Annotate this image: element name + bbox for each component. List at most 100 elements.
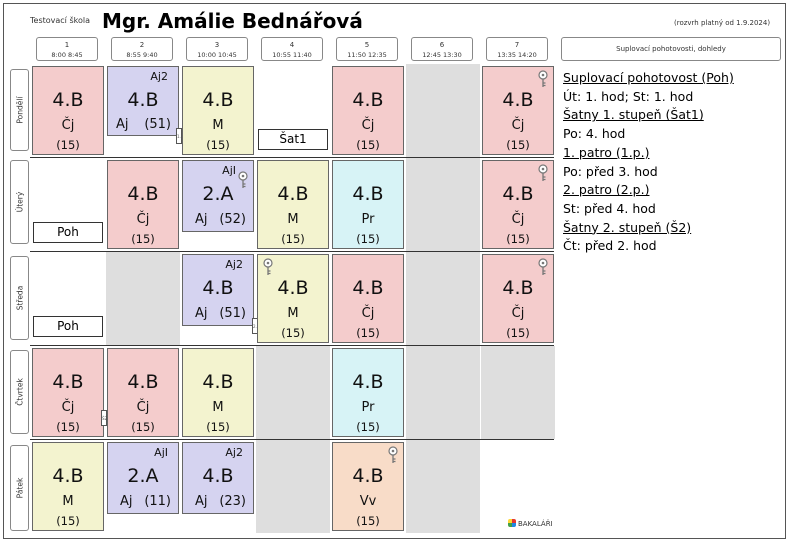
lesson-cell[interactable]: AjI 2.A Aj (52) — [182, 160, 254, 232]
room: (15) — [356, 514, 380, 528]
day-label-friday: Pátek — [10, 445, 29, 531]
subject: Pr — [361, 400, 375, 415]
room: (52) — [219, 212, 246, 227]
lesson-cell[interactable]: 4.B Čj (15) — [32, 348, 104, 437]
subject: Čj — [61, 118, 75, 133]
lesson-cell[interactable]: 4.B M (15) — [182, 348, 254, 437]
period-header-7: 7 13:35 14:20 — [486, 37, 548, 61]
lesson-cell[interactable]: 4.B Vv (15) — [332, 442, 404, 531]
class-name: 4.B — [352, 183, 384, 205]
free-slot — [406, 64, 480, 157]
subject: Aj — [116, 117, 129, 132]
duty-box[interactable]: Poh — [33, 222, 103, 243]
lesson-cell[interactable]: 4.B Čj (15) — [332, 254, 404, 343]
free-slot — [406, 440, 480, 533]
subject: M — [212, 400, 224, 415]
period-header-1: 1 8:00 8:45 — [36, 37, 98, 61]
lesson-cell[interactable]: 4.B Čj (15) — [332, 66, 404, 155]
subject: M — [62, 494, 74, 509]
free-slot — [106, 252, 180, 345]
room: (15) — [356, 420, 380, 434]
lesson-cell[interactable]: 4.B Čj (15) — [482, 66, 554, 155]
lesson-cell[interactable]: 4.B Pr (15) — [332, 348, 404, 437]
room: (23) — [219, 494, 246, 509]
duty-detail: Út: 1. hod; St: 1. hod — [563, 88, 694, 104]
subject: M — [212, 118, 224, 133]
day-label-thursday: Čtvrtek — [10, 350, 29, 434]
subject: M — [287, 306, 299, 321]
room: (15) — [206, 138, 230, 152]
teacher-name: Mgr. Amálie Bednářová — [102, 9, 363, 33]
period-header-3: 3 10:00 10:45 — [186, 37, 248, 61]
room: (15) — [281, 232, 305, 246]
row-divider — [30, 157, 554, 158]
key-icon — [538, 70, 548, 87]
day-label-monday: Pondělí — [10, 69, 29, 151]
lesson-cell[interactable]: 4.B M (15) — [257, 160, 329, 249]
lesson-cell[interactable]: 4.B Čj (15) — [107, 160, 179, 249]
class-name: 4.B — [277, 277, 309, 299]
lesson-cell[interactable]: Aj2 4.B Aj (51) — [107, 66, 179, 136]
lesson-cell[interactable]: 4.B M (15) — [182, 66, 254, 155]
subject: Čj — [511, 118, 525, 133]
period-number: 7 — [514, 41, 520, 49]
period-header-5: 5 11:50 12:35 — [336, 37, 398, 61]
duty-box[interactable]: Šat1 — [258, 129, 328, 150]
logo-text: BAKALÁŘI — [518, 520, 553, 528]
lesson-cell[interactable]: 4.B Čj (15) — [482, 254, 554, 343]
row-divider — [30, 345, 554, 346]
room: (15) — [506, 138, 530, 152]
duty-detail: Čt: před 2. hod — [563, 238, 657, 254]
room: (15) — [56, 138, 80, 152]
class-name: 4.B — [127, 183, 159, 205]
lesson-cell[interactable]: AjI 2.A Aj (11) — [107, 442, 179, 514]
duties-panel-header: Suplovací pohotovosti, dohledy — [561, 37, 781, 61]
room: (11) — [144, 494, 171, 509]
subject: Aj — [195, 494, 208, 509]
subject: Čj — [61, 400, 75, 415]
class-name: 2.A — [127, 465, 159, 487]
class-name: 4.B — [502, 277, 534, 299]
day-text: Čtvrtek — [15, 378, 24, 406]
lesson-cell[interactable]: Aj2 4.B Aj (23) — [182, 442, 254, 514]
duty-box[interactable]: Poh — [33, 316, 103, 337]
class-name: 4.B — [352, 465, 384, 487]
subject: Čj — [136, 400, 150, 415]
duty-marker: Š2 — [101, 410, 107, 426]
key-icon — [538, 164, 548, 181]
validity-date: (rozvrh platný od 1.9.2024) — [674, 19, 771, 27]
group-label: Aj2 — [225, 446, 243, 459]
free-slot — [256, 440, 330, 533]
free-slot — [406, 158, 480, 251]
room: (51) — [144, 117, 171, 132]
lesson-cell[interactable]: 4.B Čj (15) — [107, 348, 179, 437]
bakalari-logo: BAKALÁŘI — [508, 519, 553, 528]
class-name: 2.A — [202, 183, 234, 205]
lesson-cell[interactable]: Aj2 4.B Aj (51) — [182, 254, 254, 326]
period-time: 8:55 9:40 — [126, 51, 158, 59]
period-header-4: 4 10:55 11:40 — [261, 37, 323, 61]
room: (15) — [356, 232, 380, 246]
room: (15) — [281, 326, 305, 340]
subject: Čj — [136, 212, 150, 227]
room: (15) — [131, 232, 155, 246]
class-name: 4.B — [202, 277, 234, 299]
class-name: 4.B — [202, 371, 234, 393]
group-label: AjI — [154, 446, 168, 459]
day-text: Pondělí — [15, 96, 24, 124]
period-number: 5 — [364, 41, 370, 49]
duty-detail: St: před 4. hod — [563, 200, 656, 216]
room: (15) — [356, 138, 380, 152]
free-slot — [406, 252, 480, 345]
period-number: 3 — [214, 41, 220, 49]
key-icon — [238, 171, 248, 188]
subject: Pr — [361, 212, 375, 227]
lesson-cell[interactable]: 4.B M (15) — [257, 254, 329, 343]
lesson-cell[interactable]: 4.B Čj (15) — [482, 160, 554, 249]
class-name: 4.B — [352, 371, 384, 393]
period-number: 2 — [139, 41, 145, 49]
lesson-cell[interactable]: 4.B Čj (15) — [32, 66, 104, 155]
lesson-cell[interactable]: 4.B Pr (15) — [332, 160, 404, 249]
lesson-cell[interactable]: 4.B M (15) — [32, 442, 104, 531]
period-number: 1 — [64, 41, 70, 49]
